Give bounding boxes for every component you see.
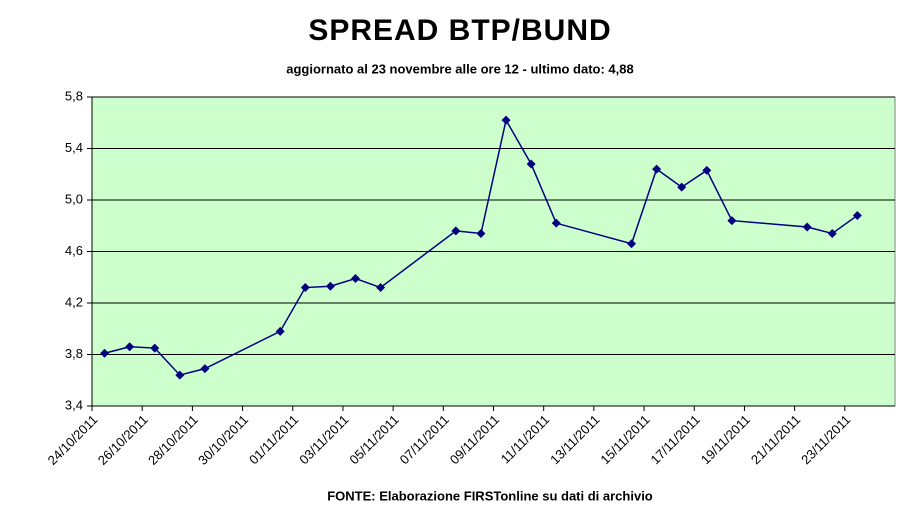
data-point (451, 226, 461, 236)
data-point (802, 222, 812, 232)
data-point (551, 218, 561, 228)
x-tick-label: 15/11/2011 (597, 412, 652, 467)
x-tick-label: 24/10/2011 (45, 412, 101, 468)
data-point (677, 182, 687, 192)
y-tick-label: 5,0 (65, 191, 83, 206)
data-point (852, 210, 862, 220)
x-tick-label: 23/11/2011 (798, 412, 853, 467)
y-tick-label: 4,2 (65, 294, 83, 309)
source-note: FONTE: Elaborazione FIRSTonline su dati … (327, 488, 653, 503)
x-tick-label: 13/11/2011 (547, 412, 602, 467)
y-tick-label: 3,8 (65, 346, 83, 361)
data-point (476, 228, 486, 238)
data-point (125, 342, 135, 352)
data-point (200, 364, 210, 374)
x-tick-label: 17/11/2011 (648, 412, 703, 467)
y-tick-label: 5,8 (65, 88, 83, 103)
data-point (300, 283, 310, 293)
data-point (325, 281, 335, 291)
x-tick-label: 01/11/2011 (246, 412, 301, 467)
data-point (827, 228, 837, 238)
y-tick-label: 5,4 (65, 140, 83, 155)
data-point (526, 159, 536, 169)
x-tick-label: 09/11/2011 (447, 412, 502, 467)
x-tick-label: 05/11/2011 (346, 412, 401, 467)
data-point (501, 115, 511, 125)
x-tick-label: 11/11/2011 (498, 412, 553, 467)
data-point (100, 348, 110, 358)
data-point (275, 326, 285, 336)
chart-title: SPREAD BTP/BUND (308, 14, 611, 47)
x-tick-label: 26/10/2011 (95, 412, 151, 468)
x-tick-label: 30/10/2011 (195, 412, 251, 468)
data-point (150, 343, 160, 353)
data-point (350, 274, 360, 284)
x-tick-label: 07/11/2011 (397, 412, 452, 467)
data-point (727, 216, 737, 226)
data-point (376, 283, 386, 293)
x-tick-label: 03/11/2011 (296, 412, 351, 467)
y-tick-label: 4,6 (65, 243, 83, 258)
data-point (627, 239, 637, 249)
data-point (175, 370, 185, 380)
y-tick-label: 3,4 (65, 397, 83, 412)
data-point (702, 165, 712, 175)
x-tick-label: 19/11/2011 (698, 412, 753, 467)
chart-subtitle: aggiornato al 23 novembre alle ore 12 - … (286, 61, 633, 76)
x-tick-label: 21/11/2011 (748, 412, 803, 467)
x-tick-label: 28/10/2011 (145, 412, 201, 468)
data-point (652, 164, 662, 174)
